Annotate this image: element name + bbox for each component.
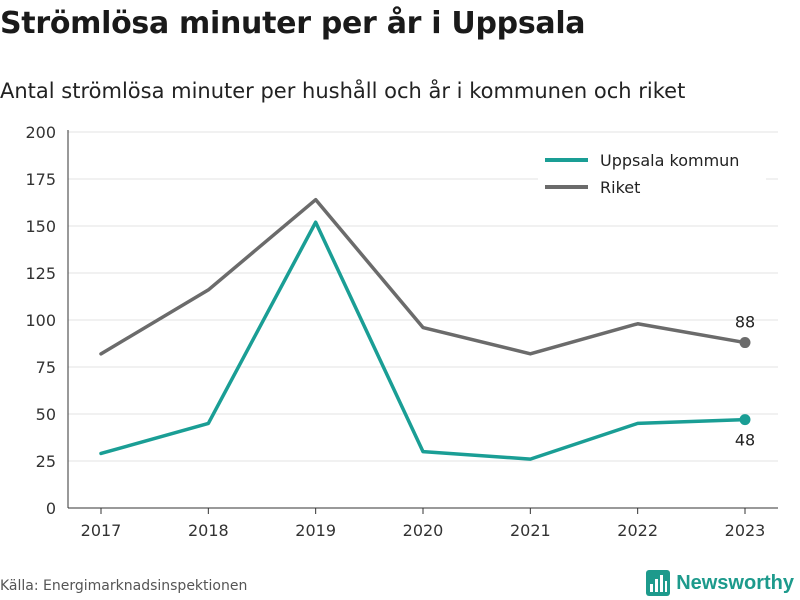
y-tick-label: 175 (25, 170, 56, 189)
axes: 0 25 50 75 100 125 150 175 200 2017 2018 2019 2020 20… (25, 123, 778, 540)
y-tick-label: 125 (25, 264, 56, 283)
x-tick-label: 2023 (725, 521, 766, 540)
x-tick-label: 2020 (403, 521, 444, 540)
series-lines (99, 197, 751, 461)
y-tick-label: 150 (25, 217, 56, 236)
y-tick-label: 200 (25, 123, 56, 142)
brand-name: Newsworthy (676, 571, 794, 594)
end-point-uppsala-kommun (739, 414, 751, 426)
source-note: Källa: Energimarknadsinspektionen (0, 578, 248, 594)
end-label-riket: 88 (735, 313, 755, 332)
brand-logo: Newsworthy (646, 570, 794, 596)
chart-subtitle: Antal strömlösa minuter per hushåll och … (0, 79, 686, 103)
legend-background (538, 144, 766, 202)
y-tick-label: 0 (46, 499, 56, 518)
y-tick-label: 25 (36, 452, 56, 471)
legend-label-riket: Riket (600, 178, 640, 197)
series-line-riket (99, 197, 747, 356)
end-labels: 88 48 (735, 313, 755, 450)
y-tick-label: 50 (36, 405, 56, 424)
x-tick-label: 2017 (81, 521, 122, 540)
end-label-uppsala-kommun: 48 (735, 431, 755, 450)
series-line-uppsala-kommun (99, 220, 747, 461)
y-tick-label: 75 (36, 358, 56, 377)
x-tick-label: 2018 (188, 521, 229, 540)
chart-title: Strömlösa minuter per år i Uppsala (0, 6, 586, 41)
y-tick-label: 100 (25, 311, 56, 330)
end-point-riket (739, 337, 751, 349)
legend: Uppsala kommun Riket (538, 144, 766, 202)
bar-chart-logo-icon (646, 570, 671, 596)
x-tick-label: 2022 (617, 521, 658, 540)
x-tick-label: 2019 (295, 521, 336, 540)
legend-label-uppsala-kommun: Uppsala kommun (600, 151, 739, 170)
x-tick-label: 2021 (510, 521, 551, 540)
